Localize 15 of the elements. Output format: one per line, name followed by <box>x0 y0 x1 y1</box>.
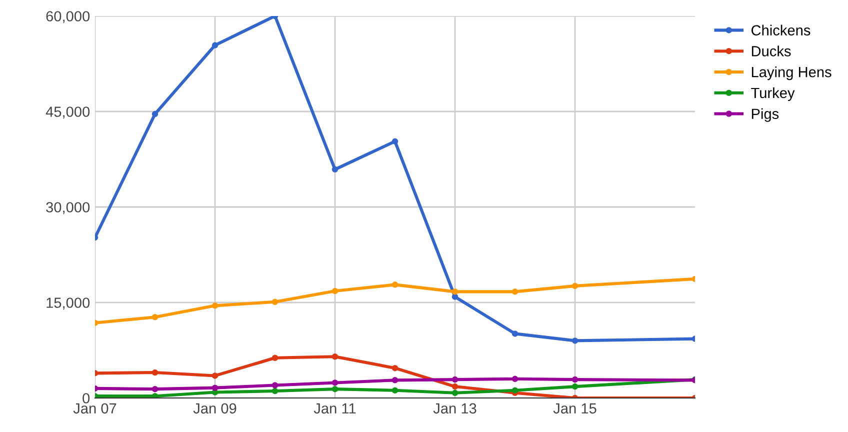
y-tick-label: 0 <box>82 393 90 404</box>
x-tick-label: Jan 13 <box>433 403 476 414</box>
x-tick-label: Jan 09 <box>193 403 236 414</box>
x-tick-label: Jan 15 <box>553 403 596 414</box>
y-tick-label: 30,000 <box>46 202 90 214</box>
y-tick-label: 60,000 <box>46 11 90 24</box>
y-tick-label: 15,000 <box>46 298 90 310</box>
y-tick-label: 45,000 <box>46 106 90 119</box>
x-tick-label: Jan 07 <box>73 403 116 414</box>
legend-label: Turkey <box>751 87 795 102</box>
legend-label: Laying Hens <box>752 66 832 80</box>
legend-label: Ducks <box>752 46 791 56</box>
legend-label: Chickens <box>751 24 810 36</box>
x-tick-label: Jan 11 <box>314 403 356 414</box>
legend-label: Pigs <box>752 108 779 122</box>
